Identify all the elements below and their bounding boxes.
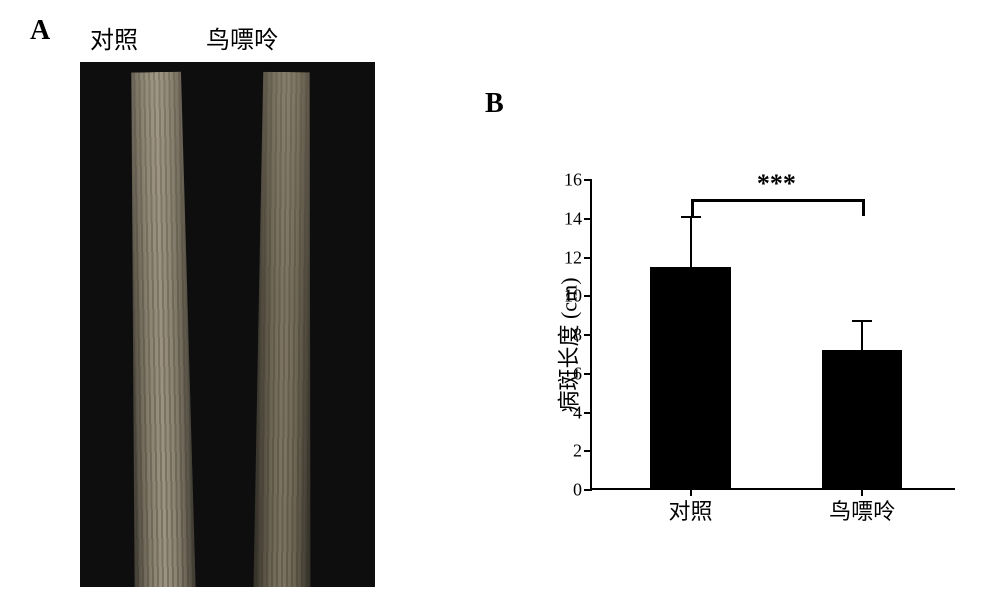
- y-tick-label: 4: [554, 402, 582, 423]
- plot-region: 0246810121416对照鸟嘌呤***: [590, 180, 955, 490]
- y-tick: [584, 489, 592, 491]
- error-line: [861, 321, 863, 383]
- y-tick: [584, 218, 592, 220]
- chart-area: 病斑长度 (cm) 0246810121416对照鸟嘌呤***: [515, 140, 975, 550]
- y-tick-label: 6: [554, 363, 582, 384]
- y-tick: [584, 373, 592, 375]
- error-cap-top: [681, 216, 701, 218]
- y-tick: [584, 412, 592, 414]
- sig-bracket-h: [691, 199, 866, 202]
- figure-container: A 对照 鸟嘌呤 B 病斑长度 (cm) 0246810121416对照鸟嘌呤*…: [0, 0, 1000, 610]
- y-tick-label: 12: [554, 247, 582, 268]
- leaf-photo: [80, 62, 375, 587]
- y-tick-label: 8: [554, 325, 582, 346]
- x-tick-label: 对照: [669, 494, 713, 526]
- panel-a-header-control: 对照: [90, 20, 138, 55]
- significance-stars: ***: [757, 169, 796, 199]
- panel-b-label: B: [485, 88, 504, 120]
- panel-a-label: A: [30, 15, 50, 47]
- panel-a: A 对照 鸟嘌呤: [30, 10, 470, 600]
- error-cap-bottom: [852, 382, 872, 384]
- y-tick: [584, 179, 592, 181]
- y-tick: [584, 334, 592, 336]
- y-tick: [584, 450, 592, 452]
- y-tick-label: 16: [554, 170, 582, 191]
- y-tick-label: 14: [554, 208, 582, 229]
- y-tick-label: 2: [554, 441, 582, 462]
- sig-bracket-v-right: [862, 199, 865, 216]
- y-tick-label: 0: [554, 480, 582, 501]
- error-line: [690, 217, 692, 322]
- panel-a-header-treatment: 鸟嘌呤: [206, 20, 278, 55]
- error-cap-bottom: [681, 320, 701, 322]
- leaf-control: [125, 72, 197, 587]
- panel-a-header: 对照 鸟嘌呤: [90, 20, 278, 55]
- error-cap-top: [852, 320, 872, 322]
- sig-bracket-v-left: [691, 199, 694, 216]
- panel-b: B 病斑长度 (cm) 0246810121416对照鸟嘌呤***: [470, 10, 970, 600]
- y-tick: [584, 257, 592, 259]
- y-tick: [584, 295, 592, 297]
- leaf-treatment: [253, 72, 316, 587]
- y-tick-label: 10: [554, 286, 582, 307]
- x-tick-label: 鸟嘌呤: [829, 494, 895, 526]
